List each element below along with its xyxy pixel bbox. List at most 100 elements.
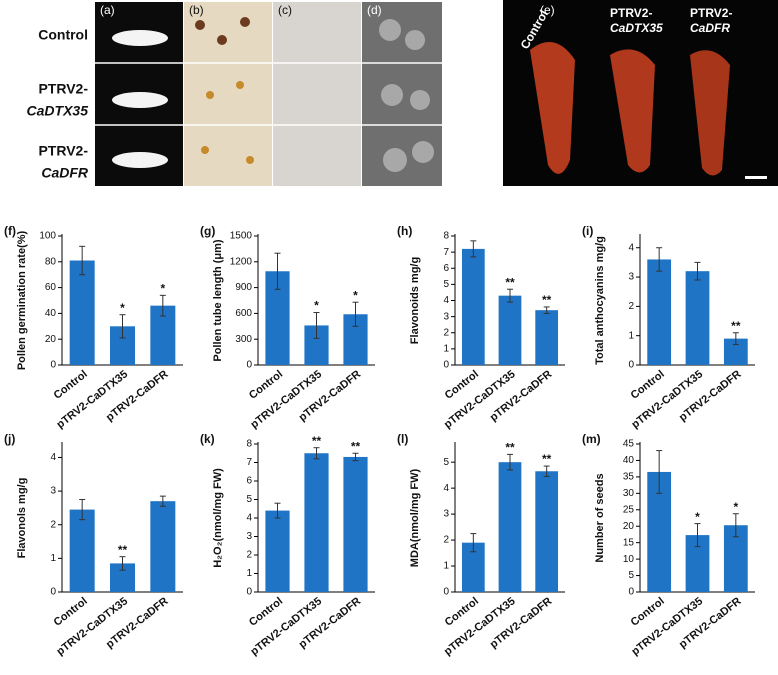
y-tick-label: 25 (623, 504, 635, 515)
pollen (195, 17, 254, 164)
panel-label: (g) (200, 224, 215, 238)
y-tick-label: 6 (443, 263, 449, 274)
significance: ** (505, 441, 515, 455)
pollen-grain (236, 81, 244, 89)
group-label: CaDTX35 (610, 21, 663, 35)
y-axis-label: Flavonoids mg/g (409, 257, 421, 344)
significance: * (314, 299, 319, 313)
significance: ** (312, 434, 322, 448)
significance: * (733, 500, 738, 514)
panel-label: (f) (4, 224, 16, 238)
y-tick-label: 900 (235, 282, 252, 293)
bar (535, 310, 559, 365)
y-tick-label: 8 (246, 439, 252, 450)
significance: * (120, 301, 125, 315)
bar (685, 535, 710, 592)
bar (461, 248, 485, 365)
group-label: CaDFR (690, 21, 730, 35)
flower (112, 92, 168, 108)
y-tick-label: 5 (628, 570, 634, 581)
y-tick-label: 35 (623, 472, 635, 483)
row-label: PTRV2- (38, 143, 88, 159)
fruit-photo (503, 0, 778, 186)
bar (647, 259, 672, 365)
sem-grain (381, 84, 403, 106)
fruit (690, 50, 730, 176)
flowers (112, 30, 168, 168)
bar (723, 338, 748, 365)
y-tick-label: 20 (45, 334, 57, 345)
y-tick-label: 6 (246, 476, 252, 487)
y-tick-label: 0 (443, 360, 449, 371)
y-axis-label: H₂O₂(nmol/mg FW) (212, 468, 224, 568)
y-tick-label: 4 (50, 452, 56, 463)
y-tick-label: 1 (443, 561, 449, 572)
bar (461, 542, 485, 592)
y-tick-label: 3 (50, 486, 56, 497)
group-label: PTRV2- (610, 6, 652, 20)
bar (647, 471, 672, 592)
y-axis-label: MDA(nmol/mg FW) (409, 468, 421, 567)
panel-label: (h) (397, 224, 412, 238)
flower (112, 30, 168, 46)
panel-label: (m) (582, 432, 601, 446)
sem-grain (410, 90, 430, 110)
y-tick-label: 2 (628, 301, 634, 312)
y-tick-label: 1500 (230, 231, 253, 242)
significance: ** (351, 439, 361, 453)
y-tick-label: 1200 (230, 256, 253, 267)
fruit (610, 49, 655, 173)
y-tick-label: 80 (45, 256, 57, 267)
y-tick-label: 40 (623, 455, 635, 466)
panel-label: (k) (200, 432, 215, 446)
y-tick-label: 40 (45, 308, 57, 319)
photo-b (184, 2, 272, 186)
bar (265, 510, 290, 592)
pollen-grain (201, 146, 209, 154)
bar (69, 509, 95, 592)
panel-label: (d) (367, 3, 382, 17)
y-tick-label: 1 (246, 568, 252, 579)
bar (69, 260, 95, 365)
y-axis-label: Pollen germination rate(%) (16, 230, 28, 370)
panel-label: (e) (540, 3, 555, 17)
y-tick-label: 0 (50, 360, 56, 371)
significance: * (695, 510, 700, 524)
y-tick-label: 600 (235, 308, 252, 319)
y-tick-label: 1 (50, 553, 56, 564)
y-tick-label: 7 (246, 457, 252, 468)
y-axis-label: Pollen tube length (μm) (212, 239, 224, 362)
significance: ** (505, 275, 515, 289)
significance: * (160, 282, 165, 296)
significance: ** (542, 293, 552, 307)
y-tick-label: 30 (623, 488, 635, 499)
y-tick-label: 4 (443, 483, 449, 494)
y-tick-label: 3 (443, 509, 449, 520)
y-tick-label: 1 (628, 330, 634, 341)
y-tick-label: 0 (246, 360, 252, 371)
fruit (530, 42, 575, 174)
flower (112, 152, 168, 168)
panel-label: (b) (189, 3, 204, 17)
y-tick-label: 5 (443, 457, 449, 468)
row-label: Control (38, 27, 88, 43)
y-tick-label: 2 (246, 550, 252, 561)
significance: ** (118, 543, 128, 557)
y-tick-label: 3 (246, 531, 252, 542)
panel-label: (a) (100, 3, 115, 17)
photo-grid (95, 2, 442, 186)
significance: ** (542, 452, 552, 466)
sem-grain (405, 30, 425, 50)
y-tick-label: 100 (39, 231, 56, 242)
y-tick-label: 0 (50, 587, 56, 598)
bar (685, 271, 710, 365)
y-axis-label: Total anthocyanins mg/g (594, 236, 606, 365)
bar (150, 501, 176, 592)
bar (498, 295, 522, 365)
y-tick-label: 0 (443, 587, 449, 598)
y-tick-label: 2 (443, 327, 449, 338)
panel-label: (i) (582, 224, 593, 238)
panel-label: (j) (4, 432, 15, 446)
bar (535, 471, 559, 592)
pollen-grain (240, 17, 250, 27)
